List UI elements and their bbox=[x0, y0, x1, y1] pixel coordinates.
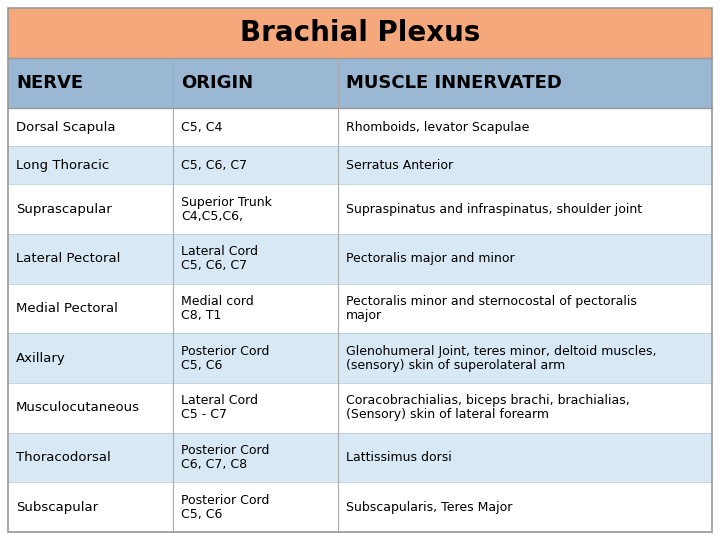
Bar bbox=[8, 146, 712, 184]
Text: C5, C6: C5, C6 bbox=[181, 359, 222, 372]
Text: Subscapular: Subscapular bbox=[16, 501, 98, 514]
Text: Lateral Pectoral: Lateral Pectoral bbox=[16, 252, 120, 265]
Bar bbox=[8, 383, 712, 433]
Text: (sensory) skin of superolateral arm: (sensory) skin of superolateral arm bbox=[346, 359, 565, 372]
Text: Glenohumeral Joint, teres minor, deltoid muscles,: Glenohumeral Joint, teres minor, deltoid… bbox=[346, 345, 657, 357]
Bar bbox=[8, 284, 712, 333]
Text: C5, C6: C5, C6 bbox=[181, 508, 222, 521]
Text: Coracobrachialias, biceps brachi, brachialias,: Coracobrachialias, biceps brachi, brachi… bbox=[346, 394, 630, 407]
Bar bbox=[8, 184, 712, 234]
Text: C6, C7, C8: C6, C7, C8 bbox=[181, 458, 247, 471]
Text: MUSCLE INNERVATED: MUSCLE INNERVATED bbox=[346, 74, 562, 92]
Text: Superior Trunk: Superior Trunk bbox=[181, 195, 272, 209]
Text: Brachial Plexus: Brachial Plexus bbox=[240, 19, 480, 47]
Bar bbox=[8, 58, 712, 108]
Text: Lateral Cord: Lateral Cord bbox=[181, 394, 258, 407]
Bar bbox=[8, 234, 712, 284]
Text: Long Thoracic: Long Thoracic bbox=[16, 159, 109, 172]
Text: Rhomboids, levator Scapulae: Rhomboids, levator Scapulae bbox=[346, 120, 529, 133]
Text: Thoracodorsal: Thoracodorsal bbox=[16, 451, 111, 464]
Text: C5 - C7: C5 - C7 bbox=[181, 408, 227, 421]
Bar bbox=[8, 482, 712, 532]
Text: C5, C6, C7: C5, C6, C7 bbox=[181, 159, 247, 172]
Text: Dorsal Scapula: Dorsal Scapula bbox=[16, 120, 115, 133]
Text: Posterior Cord: Posterior Cord bbox=[181, 444, 269, 457]
Text: ORIGIN: ORIGIN bbox=[181, 74, 253, 92]
Text: (Sensory) skin of lateral forearm: (Sensory) skin of lateral forearm bbox=[346, 408, 549, 421]
Bar bbox=[8, 108, 712, 146]
Text: Posterior Cord: Posterior Cord bbox=[181, 494, 269, 507]
Bar bbox=[8, 8, 712, 58]
Text: Lattissimus dorsi: Lattissimus dorsi bbox=[346, 451, 451, 464]
Text: Serratus Anterior: Serratus Anterior bbox=[346, 159, 453, 172]
Bar bbox=[8, 333, 712, 383]
Text: C5, C4: C5, C4 bbox=[181, 120, 222, 133]
Text: NERVE: NERVE bbox=[16, 74, 83, 92]
Text: Supraspinatus and infraspinatus, shoulder joint: Supraspinatus and infraspinatus, shoulde… bbox=[346, 202, 642, 215]
Text: Axillary: Axillary bbox=[16, 352, 66, 365]
Text: Subscapularis, Teres Major: Subscapularis, Teres Major bbox=[346, 501, 513, 514]
Text: C4,C5,C6,: C4,C5,C6, bbox=[181, 210, 243, 222]
Text: C5, C6, C7: C5, C6, C7 bbox=[181, 259, 247, 272]
Text: major: major bbox=[346, 309, 382, 322]
Text: Pectoralis minor and sternocostal of pectoralis: Pectoralis minor and sternocostal of pec… bbox=[346, 295, 637, 308]
Text: Lateral Cord: Lateral Cord bbox=[181, 245, 258, 258]
Text: Suprascapular: Suprascapular bbox=[16, 202, 112, 215]
Text: Posterior Cord: Posterior Cord bbox=[181, 345, 269, 357]
Text: Pectoralis major and minor: Pectoralis major and minor bbox=[346, 252, 515, 265]
Text: Musculocutaneous: Musculocutaneous bbox=[16, 401, 140, 414]
Text: Medial cord: Medial cord bbox=[181, 295, 253, 308]
Bar bbox=[8, 433, 712, 482]
Text: Medial Pectoral: Medial Pectoral bbox=[16, 302, 118, 315]
Text: C8, T1: C8, T1 bbox=[181, 309, 221, 322]
